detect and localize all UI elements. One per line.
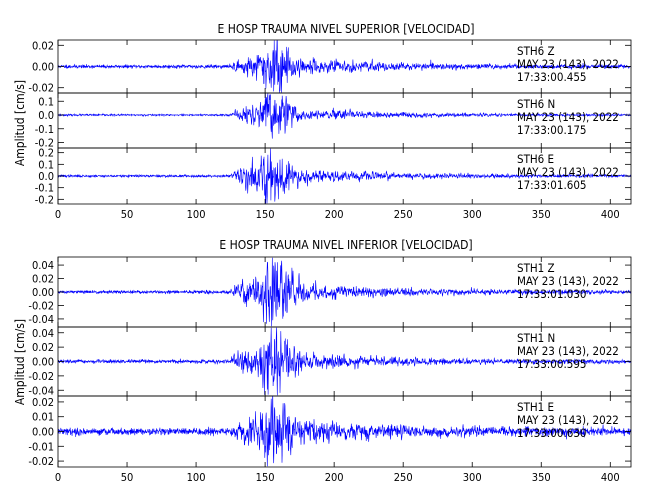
x-tick-label: 100 (187, 208, 206, 221)
x-tick-label: 400 (601, 471, 620, 484)
x-tick-label: 400 (601, 208, 620, 221)
upper-chart: E HOSP TRAUMA NIVEL SUPERIOR [VELOCIDAD]… (13, 22, 632, 221)
record-date: MAY 23 (143), 2022 (517, 413, 619, 427)
x-tick-label: 200 (325, 208, 344, 221)
record-time: 17:33:01.605 (517, 178, 587, 192)
record-date: MAY 23 (143), 2022 (517, 274, 619, 288)
y-tick-label: 0.02 (32, 39, 54, 52)
waveform-trace (57, 396, 632, 467)
x-tick-label: 200 (325, 471, 344, 484)
y-tick-label: -0.02 (28, 82, 54, 95)
record-time: 17:33:00.455 (517, 70, 587, 84)
x-tick-label: 0 (55, 208, 61, 221)
y-tick-label: -0.02 (28, 299, 54, 312)
y-tick-label: -0.1 (35, 182, 54, 195)
x-tick-label: 150 (256, 208, 275, 221)
y-tick-label: -0.01 (28, 440, 54, 453)
x-tick-label: 250 (394, 208, 413, 221)
y-tick-label: 0.00 (32, 61, 54, 74)
y-tick-label: 0.2 (38, 147, 54, 160)
x-tick-label: 350 (532, 208, 551, 221)
y-tick-label: 0.0 (38, 109, 54, 122)
station-label: STH6 E (517, 152, 554, 166)
y-tick-label: 0.02 (32, 396, 54, 409)
waveform-trace (57, 327, 632, 396)
y-tick-label: 0.02 (32, 341, 54, 354)
y-tick-label: 0.04 (32, 259, 54, 272)
y-tick-label: 0.02 (32, 273, 54, 286)
record-time: 17:33:00.595 (517, 357, 587, 371)
waveform-trace (57, 257, 632, 327)
x-tick-label: 100 (187, 471, 206, 484)
x-tick-label: 300 (463, 471, 482, 484)
waveform-trace (57, 148, 632, 204)
y-tick-label: 0.1 (38, 95, 54, 108)
waveform-trace (57, 40, 632, 93)
x-tick-label: 250 (394, 471, 413, 484)
y-tick-label: -0.04 (28, 313, 54, 326)
y-tick-label: -0.1 (35, 123, 54, 136)
x-tick-label: 150 (256, 471, 275, 484)
x-tick-label: 50 (121, 208, 134, 221)
y-tick-label: 0.01 (32, 411, 54, 424)
lower-chart: E HOSP TRAUMA NIVEL INFERIOR [VELOCIDAD]… (13, 238, 632, 484)
lower-chart-title: E HOSP TRAUMA NIVEL INFERIOR [VELOCIDAD] (219, 238, 472, 252)
upper-chart-ylabel: Amplitud [cm/s] (13, 80, 27, 166)
waveform-trace (57, 93, 632, 139)
y-tick-label: 0.04 (32, 327, 54, 340)
y-tick-label: -0.02 (28, 370, 54, 383)
record-time: 17:33:00.175 (517, 123, 587, 137)
y-tick-label: -0.02 (28, 455, 54, 468)
record-date: MAY 23 (143), 2022 (517, 344, 619, 358)
y-tick-label: -0.2 (35, 193, 54, 206)
record-date: MAY 23 (143), 2022 (517, 110, 619, 124)
record-time: 17:33:00.630 (517, 426, 587, 440)
x-tick-label: 350 (532, 471, 551, 484)
y-tick-label: 0.00 (32, 286, 54, 299)
station-label: STH1 E (517, 400, 554, 414)
upper-chart-title: E HOSP TRAUMA NIVEL SUPERIOR [VELOCIDAD] (217, 22, 474, 36)
station-label: STH1 N (517, 331, 555, 345)
record-date: MAY 23 (143), 2022 (517, 57, 619, 71)
y-tick-label: 0.00 (32, 426, 54, 439)
y-tick-label: -0.04 (28, 384, 54, 397)
station-label: STH1 Z (517, 261, 555, 275)
x-tick-label: 0 (55, 471, 61, 484)
station-label: STH6 N (517, 97, 555, 111)
record-date: MAY 23 (143), 2022 (517, 165, 619, 179)
y-tick-label: 0.0 (38, 170, 54, 183)
y-tick-label: 0.1 (38, 158, 54, 171)
y-tick-label: -0.2 (35, 137, 54, 150)
record-time: 17:33:01.030 (517, 287, 587, 301)
lower-chart-ylabel: Amplitud [cm/s] (13, 319, 27, 405)
x-tick-label: 300 (463, 208, 482, 221)
x-tick-label: 50 (121, 471, 134, 484)
y-tick-label: 0.00 (32, 356, 54, 369)
station-label: STH6 Z (517, 44, 555, 58)
